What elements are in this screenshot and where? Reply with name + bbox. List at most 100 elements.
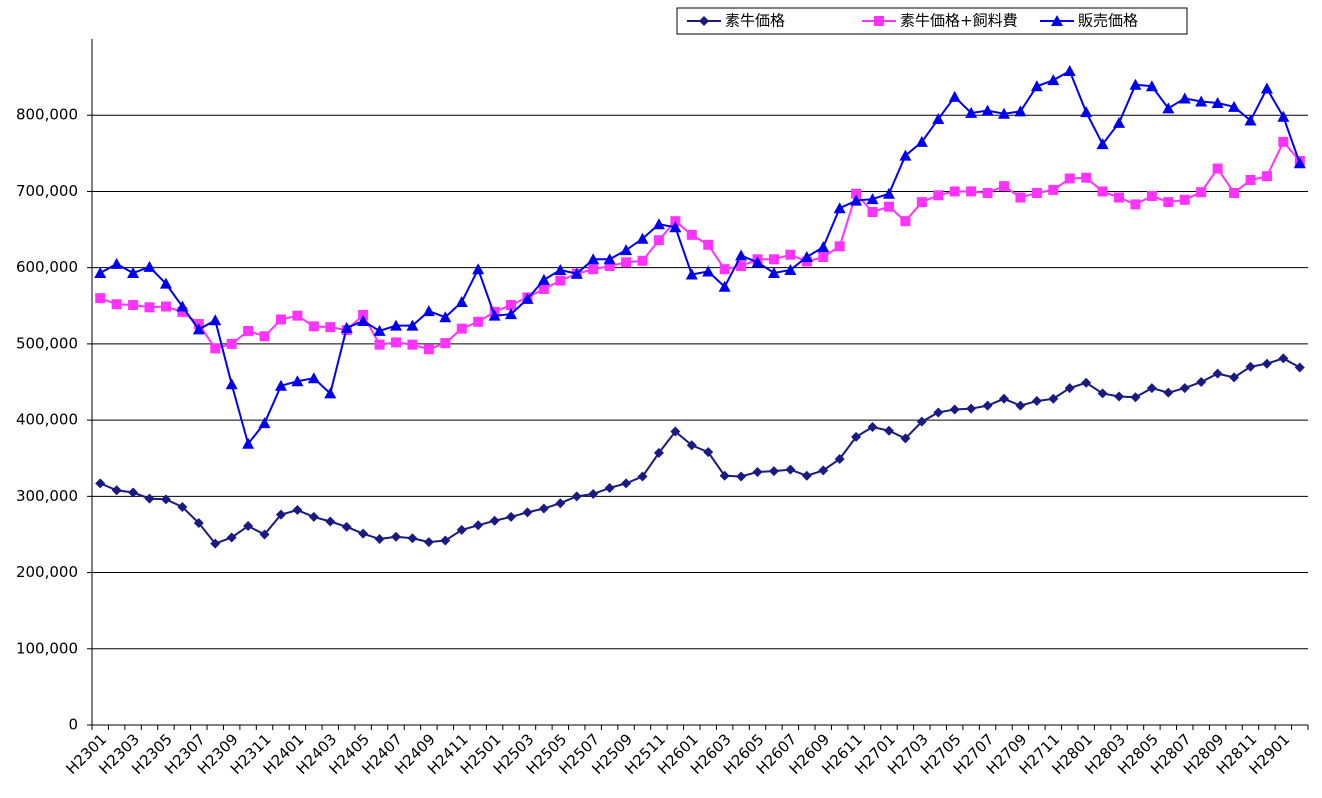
marker xyxy=(1030,80,1043,92)
marker xyxy=(1130,199,1141,210)
marker xyxy=(933,407,944,418)
marker xyxy=(636,232,649,244)
marker xyxy=(899,149,912,161)
marker xyxy=(1196,377,1207,387)
marker xyxy=(932,113,945,125)
marker xyxy=(1229,372,1240,383)
marker xyxy=(982,187,993,198)
marker xyxy=(456,524,467,535)
marker xyxy=(670,426,681,437)
marker xyxy=(1047,74,1060,86)
marker xyxy=(391,531,401,542)
marker xyxy=(489,515,500,526)
marker xyxy=(1293,157,1306,169)
marker xyxy=(110,257,123,269)
marker xyxy=(225,378,238,390)
marker xyxy=(933,190,944,201)
y-tick-label: 400,000 xyxy=(16,411,78,429)
marker xyxy=(522,507,533,518)
marker xyxy=(883,425,894,436)
marker xyxy=(999,181,1009,192)
marker xyxy=(1211,97,1224,109)
marker xyxy=(686,440,697,451)
marker xyxy=(1146,383,1157,394)
marker xyxy=(1113,116,1126,128)
marker xyxy=(555,275,566,286)
marker xyxy=(226,532,237,543)
marker xyxy=(242,437,255,449)
marker xyxy=(340,321,353,333)
marker xyxy=(423,344,434,355)
marker xyxy=(243,325,254,336)
marker xyxy=(915,135,928,147)
marker xyxy=(588,264,599,275)
marker xyxy=(1114,391,1125,402)
marker xyxy=(324,387,337,399)
marker xyxy=(818,251,829,262)
marker xyxy=(1146,191,1157,202)
marker xyxy=(653,447,664,458)
marker xyxy=(1080,106,1093,118)
marker xyxy=(440,535,451,546)
marker xyxy=(571,491,582,502)
marker xyxy=(472,263,485,275)
marker xyxy=(538,503,549,514)
marker xyxy=(538,284,549,295)
marker xyxy=(357,315,370,327)
y-tick-label: 600,000 xyxy=(16,258,78,276)
marker xyxy=(752,466,763,477)
marker xyxy=(128,487,139,498)
marker xyxy=(143,260,156,272)
marker xyxy=(1244,114,1257,126)
marker xyxy=(455,295,468,307)
marker xyxy=(587,253,600,265)
marker xyxy=(95,293,106,304)
marker xyxy=(1097,388,1108,399)
marker xyxy=(768,466,779,477)
y-tick-label: 700,000 xyxy=(16,182,78,200)
marker xyxy=(966,186,977,197)
marker xyxy=(1048,184,1059,195)
marker xyxy=(1064,173,1075,184)
marker xyxy=(177,502,188,513)
marker xyxy=(292,310,303,321)
marker xyxy=(308,511,319,522)
marker xyxy=(521,292,534,304)
marker xyxy=(1145,80,1158,92)
marker xyxy=(506,511,517,522)
marker xyxy=(1179,383,1190,394)
marker xyxy=(555,498,566,509)
marker xyxy=(874,16,884,26)
marker xyxy=(1260,82,1273,94)
marker xyxy=(95,478,106,489)
marker xyxy=(1015,400,1026,411)
marker xyxy=(341,521,352,532)
marker xyxy=(259,529,270,540)
marker xyxy=(1278,136,1289,147)
marker xyxy=(325,322,336,333)
marker xyxy=(1015,192,1026,203)
marker xyxy=(948,90,961,102)
marker xyxy=(1081,377,1092,388)
marker xyxy=(1031,396,1042,407)
marker xyxy=(1130,392,1141,403)
marker xyxy=(1114,192,1125,203)
marker xyxy=(719,264,730,275)
y-tick-label: 200,000 xyxy=(16,563,78,581)
marker xyxy=(374,339,385,350)
marker xyxy=(506,300,517,311)
marker xyxy=(258,417,271,429)
marker xyxy=(768,254,779,265)
marker xyxy=(308,321,319,332)
marker xyxy=(850,194,863,206)
marker xyxy=(554,263,567,275)
marker xyxy=(736,261,747,272)
marker xyxy=(275,314,286,325)
marker xyxy=(719,470,730,481)
marker xyxy=(603,253,616,265)
marker xyxy=(488,309,501,321)
marker xyxy=(949,404,960,415)
marker xyxy=(1278,353,1289,364)
marker xyxy=(966,403,977,414)
